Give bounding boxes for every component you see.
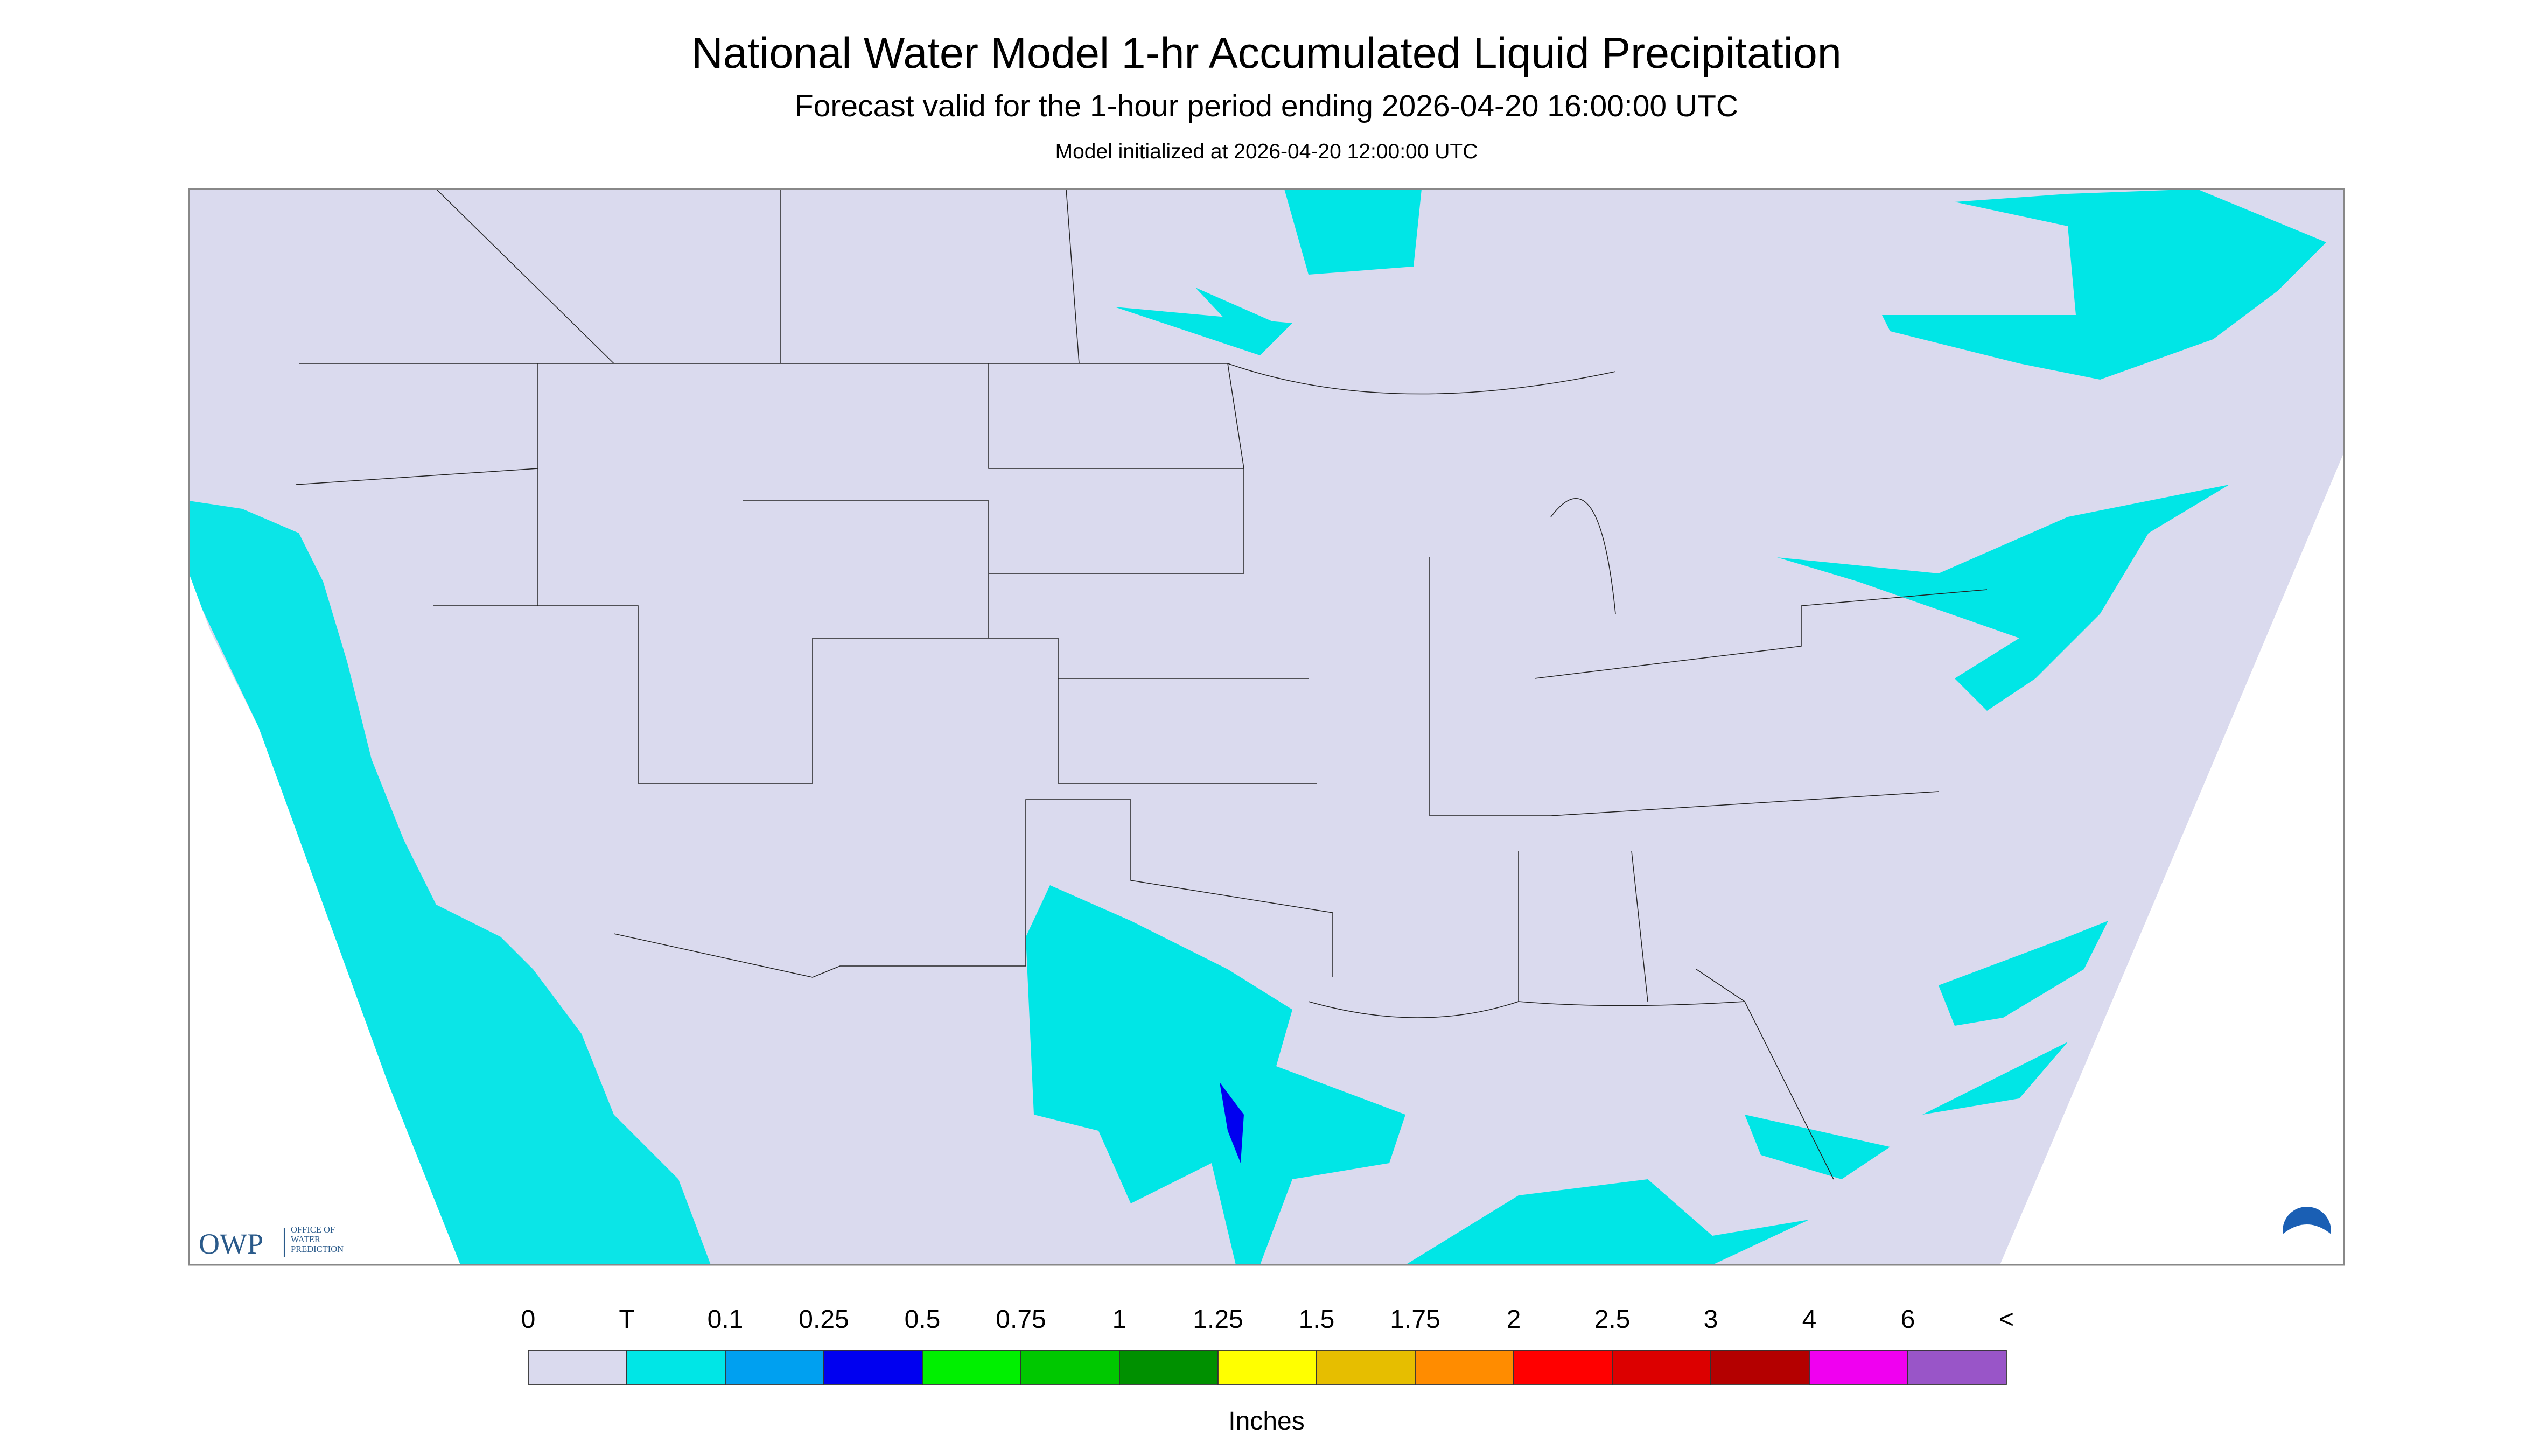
- precip-core: [1220, 1082, 1244, 1164]
- legend-label: 4: [1802, 1305, 1817, 1334]
- legend-label: 0: [521, 1305, 536, 1334]
- logo-text: OFFICE OF: [291, 1224, 335, 1235]
- logo-text: WATER: [291, 1234, 320, 1244]
- logo-text: PREDICTION: [291, 1244, 344, 1254]
- precip-area: [189, 501, 711, 1265]
- legend-label: 1.75: [1390, 1305, 1440, 1334]
- legend-label: 0.5: [905, 1305, 941, 1334]
- precip-area: [1115, 189, 1422, 356]
- precip-area: [1405, 1179, 1809, 1265]
- legend-units: Inches: [1228, 1407, 1304, 1436]
- legend-swatch: [1316, 1350, 1416, 1385]
- legend-swatch: [922, 1350, 1021, 1385]
- precip-area: [1745, 921, 2108, 1180]
- precip-area: [1026, 885, 1405, 1265]
- legend-swatch: [1513, 1350, 1613, 1385]
- legend-swatch: [1217, 1350, 1317, 1385]
- legend-label: 1.5: [1299, 1305, 1335, 1334]
- map-frame: [188, 188, 2345, 1266]
- legend-label: 6: [1901, 1305, 1915, 1334]
- state-borders: [295, 188, 1988, 1180]
- legend-swatch: [1415, 1350, 1514, 1385]
- legend-label: 3: [1704, 1305, 1718, 1334]
- legend-label: 0.1: [708, 1305, 744, 1334]
- projection-edge: [189, 573, 460, 1265]
- init-note: Model initialized at 2026-04-20 12:00:00…: [1055, 140, 1478, 163]
- legend-swatch: [1809, 1350, 1908, 1385]
- legend-swatch: [1710, 1350, 1810, 1385]
- legend-label: 0.75: [996, 1305, 1046, 1334]
- legend-label: T: [619, 1305, 634, 1334]
- subtitle: Forecast valid for the 1-hour period end…: [795, 89, 1738, 123]
- legend-swatch: [1119, 1350, 1219, 1385]
- legend-label: 0.25: [799, 1305, 849, 1334]
- legend-label: <: [1999, 1305, 2014, 1334]
- legend-label: 2.5: [1594, 1305, 1631, 1334]
- legend-label: 1: [1112, 1305, 1127, 1334]
- precip-area: [1777, 485, 2229, 711]
- legend-swatch: [1907, 1350, 2007, 1385]
- precip-area: [1882, 189, 2326, 380]
- legend-swatch: [725, 1350, 824, 1385]
- legend-swatch: [626, 1350, 726, 1385]
- logo-mark: OWP: [199, 1228, 263, 1260]
- noaa-emblem-wave: [2283, 1224, 2331, 1259]
- legend-swatch: [823, 1350, 923, 1385]
- legend: 0 T 0.1 0.25 0.5 0.75 1 1.25 1.5 1.75 2 2.5 3 4 6 <: [521, 1305, 2014, 1385]
- noaa-logo: [2283, 1207, 2331, 1259]
- legend-label: 1.25: [1193, 1305, 1243, 1334]
- map-area: [188, 188, 2345, 1266]
- projection-edge: [2000, 452, 2344, 1265]
- legend-swatch: [1020, 1350, 1120, 1385]
- legend-label: 2: [1507, 1305, 1521, 1334]
- legend-swatch: [1612, 1350, 1711, 1385]
- legend-swatch: [528, 1350, 627, 1385]
- title: National Water Model 1-hr Accumulated Li…: [691, 29, 1842, 78]
